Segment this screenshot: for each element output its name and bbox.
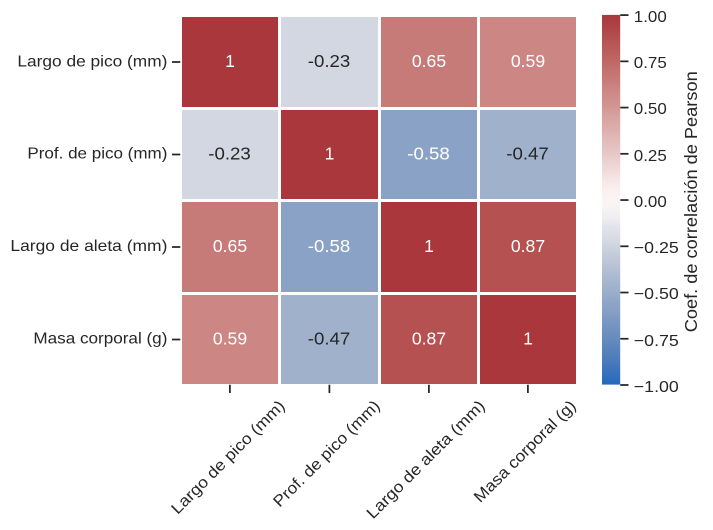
svg-text:1: 1	[424, 236, 434, 256]
svg-text:Largo de pico (mm): Largo de pico (mm)	[17, 54, 167, 71]
svg-text:Coef. de correlación de Pearso: Coef. de correlación de Pearson	[681, 71, 701, 332]
svg-text:0.87: 0.87	[511, 236, 545, 256]
svg-text:0.00: 0.00	[634, 194, 667, 211]
svg-text:1.00: 1.00	[634, 9, 667, 26]
svg-text:-0.47: -0.47	[506, 144, 549, 164]
svg-text:Largo de aleta (mm): Largo de aleta (mm)	[10, 238, 167, 255]
svg-text:−0.75: −0.75	[634, 333, 679, 350]
svg-text:-0.58: -0.58	[308, 236, 351, 256]
svg-text:0.59: 0.59	[213, 329, 247, 349]
svg-text:Prof. de pico (mm): Prof. de pico (mm)	[27, 146, 167, 163]
svg-text:0.25: 0.25	[634, 148, 667, 165]
svg-text:−0.25: −0.25	[634, 240, 679, 257]
svg-text:Prof. de pico (mm): Prof. de pico (mm)	[270, 398, 383, 511]
svg-text:-0.47: -0.47	[308, 329, 351, 349]
svg-text:1: 1	[325, 144, 335, 164]
svg-text:-0.58: -0.58	[407, 144, 450, 164]
svg-text:Masa corporal (g): Masa corporal (g)	[471, 398, 580, 507]
svg-text:1: 1	[523, 329, 533, 349]
svg-text:-0.23: -0.23	[208, 144, 251, 164]
svg-text:0.65: 0.65	[213, 236, 247, 256]
svg-text:1: 1	[225, 51, 235, 71]
svg-text:0.65: 0.65	[412, 51, 446, 71]
svg-text:Masa corporal (g): Masa corporal (g)	[33, 331, 167, 348]
svg-text:−1.00: −1.00	[634, 379, 679, 396]
svg-text:Largo de aleta (mm): Largo de aleta (mm)	[364, 398, 489, 523]
svg-text:0.75: 0.75	[634, 55, 667, 72]
svg-text:0.50: 0.50	[634, 101, 667, 118]
svg-text:−0.50: −0.50	[634, 286, 679, 303]
svg-text:0.87: 0.87	[412, 329, 446, 349]
svg-text:0.59: 0.59	[511, 51, 545, 71]
svg-text:-0.23: -0.23	[308, 51, 351, 71]
